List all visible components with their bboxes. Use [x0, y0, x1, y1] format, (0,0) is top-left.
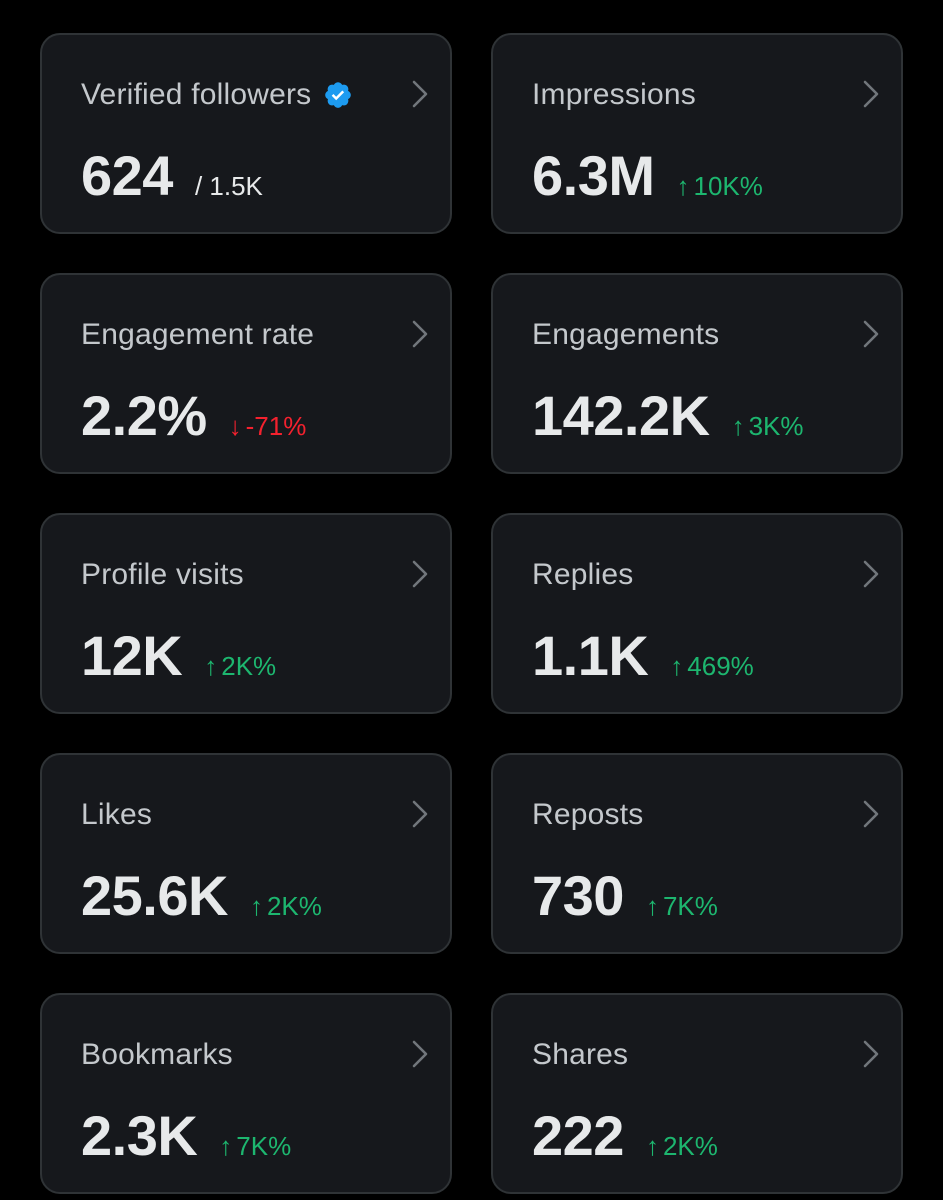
card-value-row: 222 ↑ 2K% [532, 1103, 718, 1168]
metric-delta-value: 10K% [693, 171, 763, 201]
metric-delta: ↑ 10K% [677, 171, 763, 202]
metric-value: 730 [532, 864, 624, 927]
metric-value: 624 [81, 144, 173, 207]
card-header: Likes [81, 795, 152, 835]
metric-delta-value: 2K% [221, 651, 277, 681]
card-value-row: 730 ↑ 7K% [532, 863, 718, 928]
metric-label: Impressions [532, 78, 696, 111]
metric-value: 12K [81, 624, 183, 687]
card-value-row: 6.3M ↑ 10K% [532, 143, 763, 208]
chevron-right-icon [863, 1040, 879, 1068]
metric-delta-value: 7K% [662, 891, 718, 921]
metric-label: Shares [532, 1038, 629, 1071]
chevron-right-icon [863, 320, 879, 348]
chevron-right-icon [412, 320, 428, 348]
metric-card-replies[interactable]: Replies 1.1K ↑ 469% [491, 513, 903, 714]
metric-value: 222 [532, 1104, 624, 1167]
metric-delta-value: -71% [245, 411, 307, 441]
card-header: Verified followers [81, 75, 353, 115]
card-value-row: 25.6K ↑ 2K% [81, 863, 322, 928]
metric-delta-value: 469% [687, 651, 754, 681]
metric-card-profile-visits[interactable]: Profile visits 12K ↑ 2K% [40, 513, 452, 714]
card-header: Profile visits [81, 555, 244, 595]
arrow-up-icon: ↑ [731, 411, 745, 441]
arrow-up-icon: ↑ [670, 651, 684, 681]
chevron-right-icon [412, 560, 428, 588]
metric-card-shares[interactable]: Shares 222 ↑ 2K% [491, 993, 903, 1194]
card-value-row: 142.2K ↑ 3K% [532, 383, 804, 448]
metric-total: / 1.5K [194, 171, 263, 201]
chevron-right-icon [412, 1040, 428, 1068]
metric-delta-value: 2K% [662, 1131, 718, 1161]
metric-delta-value: 7K% [236, 1131, 292, 1161]
metric-delta: ↑ 3K% [732, 411, 804, 442]
metric-value: 6.3M [532, 144, 655, 207]
metric-label: Replies [532, 558, 634, 591]
metric-label: Profile visits [81, 558, 244, 591]
card-value-row: 624 / 1.5K [81, 143, 263, 208]
card-value-row: 2.2% ↓ -71% [81, 383, 306, 448]
metric-label: Verified followers [81, 78, 312, 111]
card-header: Replies [532, 555, 633, 595]
card-value-row: 12K ↑ 2K% [81, 623, 276, 688]
arrow-up-icon: ↑ [645, 1131, 659, 1161]
arrow-up-icon: ↑ [645, 891, 659, 921]
metric-value: 1.1K [532, 624, 649, 687]
card-header: Reposts [532, 795, 643, 835]
metric-label: Likes [81, 798, 153, 831]
chevron-right-icon [412, 800, 428, 828]
metric-delta-value: 2K% [266, 891, 322, 921]
metric-delta: ↑ 2K% [204, 651, 276, 682]
metric-delta: ↓ -71% [229, 411, 307, 442]
arrow-up-icon: ↑ [204, 651, 218, 681]
metric-delta-value: 3K% [748, 411, 804, 441]
metric-card-bookmarks[interactable]: Bookmarks 2.3K ↑ 7K% [40, 993, 452, 1194]
arrow-up-icon: ↑ [676, 171, 690, 201]
metric-value: 25.6K [81, 864, 228, 927]
metric-card-likes[interactable]: Likes 25.6K ↑ 2K% [40, 753, 452, 954]
metric-delta: ↑ 469% [670, 651, 754, 682]
chevron-right-icon [863, 800, 879, 828]
metric-card-impressions[interactable]: Impressions 6.3M ↑ 10K% [491, 33, 903, 234]
metric-card-engagements[interactable]: Engagements 142.2K ↑ 3K% [491, 273, 903, 474]
metric-delta: ↑ 7K% [219, 1131, 291, 1162]
metric-delta: ↑ 2K% [250, 891, 322, 922]
card-value-row: 2.3K ↑ 7K% [81, 1103, 291, 1168]
card-value-row: 1.1K ↑ 469% [532, 623, 754, 688]
card-header: Engagement rate [81, 315, 314, 355]
metric-label: Bookmarks [81, 1038, 233, 1071]
metric-label: Reposts [532, 798, 644, 831]
chevron-right-icon [412, 80, 428, 108]
metric-label: Engagement rate [81, 318, 315, 351]
metric-delta: ↑ 7K% [646, 891, 718, 922]
card-header: Bookmarks [81, 1035, 233, 1075]
verified-badge-icon [325, 82, 352, 108]
chevron-right-icon [863, 80, 879, 108]
arrow-up-icon: ↑ [219, 1131, 233, 1161]
metric-card-engagement-rate[interactable]: Engagement rate 2.2% ↓ -71% [40, 273, 452, 474]
card-header: Engagements [532, 315, 719, 355]
metric-card-verified-followers[interactable]: Verified followers 624 / 1.5K [40, 33, 452, 234]
metric-value: 2.2% [81, 384, 207, 447]
arrow-up-icon: ↑ [249, 891, 263, 921]
metric-delta: ↑ 2K% [646, 1131, 718, 1162]
metric-card-reposts[interactable]: Reposts 730 ↑ 7K% [491, 753, 903, 954]
card-header: Impressions [532, 75, 696, 115]
arrow-down-icon: ↓ [228, 411, 242, 441]
card-header: Shares [532, 1035, 628, 1075]
chevron-right-icon [863, 560, 879, 588]
metrics-grid: Verified followers 624 / 1.5K Impression… [40, 33, 903, 1194]
metric-value: 2.3K [81, 1104, 198, 1167]
metric-value: 142.2K [532, 384, 710, 447]
metric-label: Engagements [532, 318, 720, 351]
